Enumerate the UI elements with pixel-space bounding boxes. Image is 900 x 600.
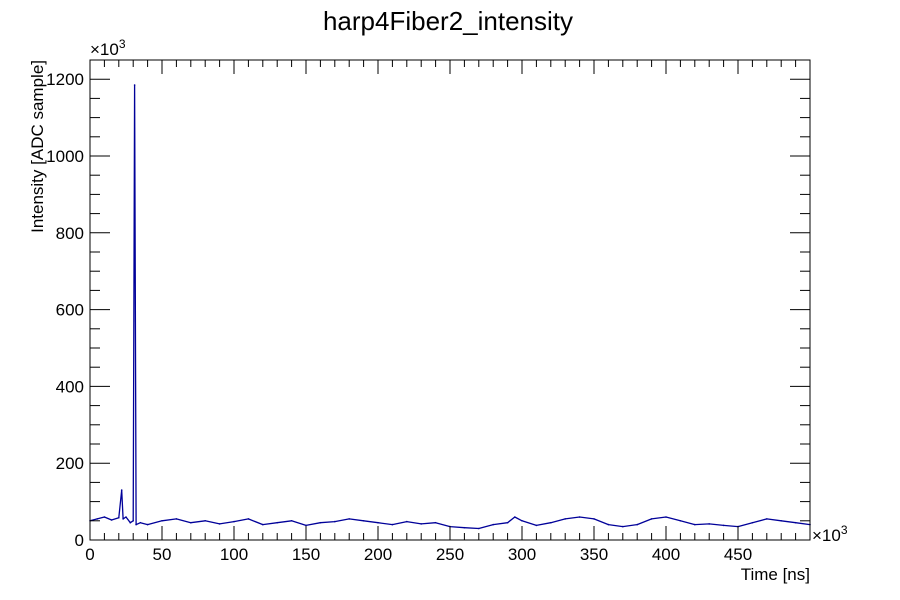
data-point — [103, 516, 106, 518]
y-tick-label: 800 — [56, 224, 84, 243]
y-axis: 0 200 400 600 800 1000 1200 — [46, 59, 810, 550]
x-multiplier-exponent: 3 — [841, 523, 848, 537]
data-point — [492, 523, 495, 526]
data-point — [262, 523, 264, 526]
y-axis-label: Intensity [ADC sample] — [28, 60, 47, 233]
data-point — [133, 84, 136, 86]
data-point — [135, 523, 137, 526]
data-point — [305, 524, 307, 527]
data-point — [175, 518, 178, 520]
data-point — [96, 518, 98, 520]
data-point — [694, 523, 696, 526]
data-point — [377, 521, 379, 524]
x-tick-label: 250 — [436, 545, 464, 564]
data-point — [463, 526, 466, 529]
data-point — [247, 518, 250, 520]
data-point — [132, 520, 134, 522]
data-point — [233, 520, 235, 523]
data-point — [780, 520, 782, 522]
data-point — [362, 520, 365, 522]
data-point — [679, 520, 682, 522]
x-tick-label: 50 — [153, 545, 172, 564]
plot-area — [89, 84, 811, 530]
data-point — [722, 524, 725, 527]
y-tick-label: 0 — [75, 531, 84, 550]
data-point — [578, 516, 581, 518]
x-tick-label: 100 — [220, 545, 248, 564]
data-point — [120, 489, 123, 491]
x-tick-label: 200 — [364, 545, 392, 564]
data-point — [434, 521, 437, 524]
x-tick-label: 400 — [652, 545, 680, 564]
data-point — [506, 521, 509, 524]
data-point — [550, 521, 552, 524]
data-point — [766, 518, 768, 520]
y-tick-label: 1000 — [46, 147, 84, 166]
plot-frame — [89, 59, 811, 541]
data-point — [122, 518, 124, 520]
data-point — [478, 527, 480, 530]
y-multiplier-base: ×10 — [90, 40, 119, 59]
data-point — [276, 521, 279, 524]
y-tick-label: 600 — [56, 301, 84, 320]
data-point — [290, 520, 293, 522]
data-point — [420, 523, 423, 525]
data-point — [406, 520, 408, 523]
x-tick-label: 150 — [292, 545, 320, 564]
data-point — [564, 518, 566, 520]
x-multiplier-base: ×10 — [812, 526, 841, 545]
data-point — [514, 516, 516, 518]
x-tick-label: 350 — [580, 545, 608, 564]
data-point — [391, 523, 394, 526]
data-point — [636, 523, 638, 526]
data-point — [118, 516, 120, 519]
data-point — [129, 521, 132, 524]
data-point — [146, 523, 149, 526]
data-point — [593, 518, 595, 520]
data-point — [161, 520, 163, 522]
data-point — [110, 519, 113, 521]
y-multiplier-exponent: 3 — [119, 37, 126, 51]
y-tick-label: 200 — [56, 454, 84, 473]
x-tick-label: 450 — [724, 545, 752, 564]
data-point — [751, 521, 754, 524]
data-point — [535, 524, 538, 527]
x-tick-label: 300 — [508, 545, 536, 564]
data-point — [622, 525, 624, 528]
data-point — [521, 520, 523, 522]
data-point — [139, 521, 142, 524]
y-tick-label: 1200 — [46, 70, 84, 89]
data-point — [607, 523, 610, 526]
x-tick-label: 0 — [85, 545, 94, 564]
x-axis-multiplier: ×103 — [812, 523, 848, 545]
data-point — [319, 521, 322, 524]
data-point — [708, 523, 710, 525]
data-point — [204, 520, 206, 522]
data-point — [190, 521, 192, 524]
data-point — [218, 523, 221, 525]
x-axis: 0 50 100 150 200 250 300 350 400 450 — [85, 60, 797, 564]
x-axis-label: Time [ns] — [741, 565, 810, 584]
data-point — [348, 518, 351, 520]
data-point — [650, 518, 653, 520]
chart-title: harp4Fiber2_intensity — [323, 6, 573, 36]
data-point — [334, 520, 336, 523]
data-point — [125, 516, 127, 518]
y-tick-label: 400 — [56, 377, 84, 396]
data-point — [665, 516, 667, 518]
y-axis-multiplier: ×103 — [90, 37, 126, 59]
data-point — [794, 521, 797, 524]
